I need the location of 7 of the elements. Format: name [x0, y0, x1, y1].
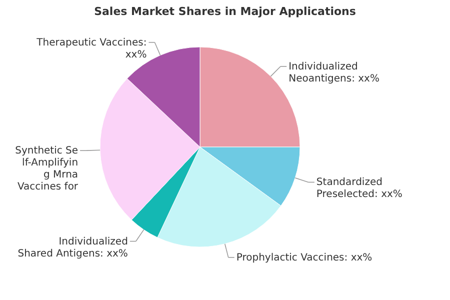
chart-title: Sales Market Shares in Major Applications	[94, 5, 356, 18]
slice-label: Synthetic Self-Amplifying Mrna Vaccines for	[15, 146, 79, 193]
slice-label: Individualized Neoantigens: xx%	[288, 61, 380, 84]
slice-label: Therapeutic Vaccines: xx%	[36, 37, 147, 60]
slice-label: Prophylactic Vaccines: xx%	[236, 252, 372, 264]
slice-label: Standardized Preselected: xx%	[316, 177, 402, 200]
slice-label: Individualized Shared Antigens: xx%	[18, 236, 128, 260]
